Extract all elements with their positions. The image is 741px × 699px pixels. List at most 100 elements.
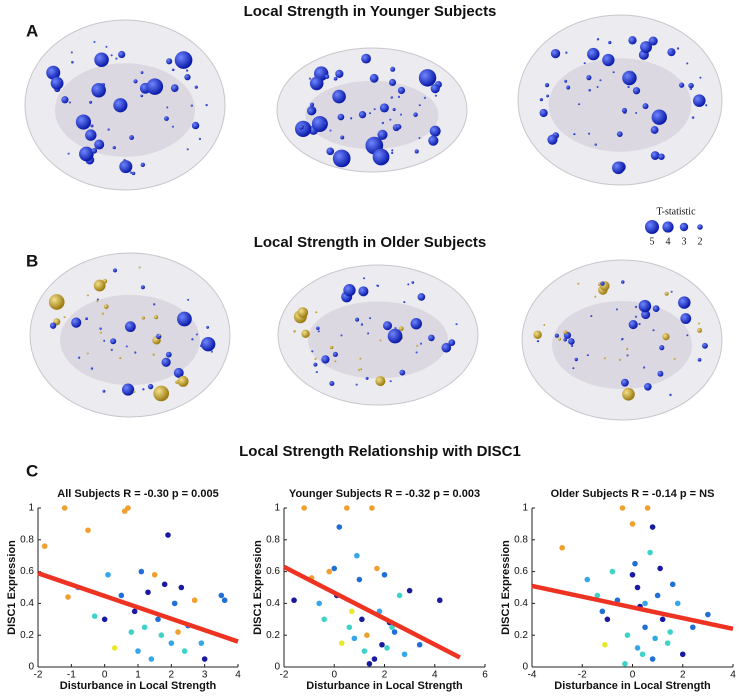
brain-node	[103, 304, 109, 309]
fit-line	[531, 583, 734, 632]
brain-node	[173, 367, 184, 378]
brain-node	[340, 334, 343, 337]
brain-node	[332, 149, 351, 168]
brain-node	[566, 85, 571, 90]
brain-node	[389, 118, 392, 121]
brain-node	[379, 103, 389, 113]
brain-renders	[24, 14, 723, 421]
y-tick-label: 0.2	[20, 630, 34, 641]
brain-node	[67, 152, 70, 155]
point	[599, 608, 606, 615]
brain-node	[85, 129, 97, 141]
panel-title: Local Strength Relationship with DISC1	[239, 443, 521, 460]
brain-node	[186, 148, 189, 151]
point	[652, 635, 658, 642]
brain-node	[383, 321, 393, 331]
brain-node	[337, 113, 345, 121]
brain-node	[418, 104, 421, 107]
brain-node	[85, 317, 88, 321]
legend-title: T-statistic	[656, 206, 696, 217]
brain-node	[94, 52, 109, 68]
point	[131, 608, 138, 615]
brain-node	[612, 71, 615, 74]
brain-node	[102, 389, 106, 393]
point	[602, 641, 608, 648]
point	[361, 648, 368, 654]
brain-node	[430, 84, 440, 94]
point	[155, 616, 161, 623]
brain-node	[697, 327, 703, 333]
brain-node	[586, 75, 592, 81]
brain-node	[679, 82, 685, 88]
brain-node	[390, 151, 394, 155]
brain-node	[628, 319, 638, 330]
brain-node	[99, 327, 102, 330]
brain-node	[68, 101, 71, 104]
point	[141, 624, 148, 631]
brain-node	[146, 78, 164, 95]
brain-node	[692, 94, 706, 107]
point	[679, 651, 686, 658]
brain-node	[688, 82, 694, 89]
brain-node	[403, 301, 406, 304]
brain-node	[113, 98, 128, 113]
brain-node	[166, 58, 173, 65]
legend-sphere	[679, 222, 689, 232]
brain-node	[564, 79, 568, 83]
brain-node	[107, 128, 110, 131]
chart-title: Older Subjects R = -0.14 p = NS	[551, 488, 715, 500]
brain-node	[94, 139, 105, 150]
brain-node	[669, 393, 672, 397]
point	[639, 651, 646, 658]
point	[118, 592, 125, 599]
brain-node	[676, 47, 680, 50]
brain-node	[539, 98, 543, 102]
point	[632, 560, 638, 567]
brain-node	[340, 135, 345, 140]
brain-node	[129, 171, 133, 174]
y-axis-label: DISC1 Expression	[6, 540, 18, 635]
brain-node	[367, 332, 370, 335]
brain-node	[650, 126, 659, 134]
brain-node	[415, 351, 418, 354]
brain-node	[357, 368, 360, 371]
point	[326, 568, 333, 575]
y-tick-label: 0.2	[514, 630, 528, 641]
brain-node	[105, 45, 108, 48]
point	[649, 524, 656, 530]
brain-node	[632, 87, 641, 95]
brain-node	[335, 69, 344, 78]
brain-node	[308, 77, 312, 80]
point	[168, 640, 175, 646]
brain-node	[358, 110, 367, 119]
brain-node	[423, 96, 426, 99]
x-tick-label: -2	[578, 670, 587, 681]
brain-node	[657, 370, 664, 377]
brain-node	[389, 380, 392, 383]
brain-node	[543, 323, 546, 326]
brain-node	[643, 366, 646, 369]
legend-sphere	[645, 220, 659, 234]
brain-node	[638, 299, 652, 313]
brain-inner	[552, 301, 692, 389]
brain-node	[133, 390, 136, 393]
brain-node	[642, 103, 649, 110]
chart-title: Younger Subjects R = -0.32 p = 0.003	[289, 488, 480, 500]
point	[664, 640, 671, 646]
point	[101, 616, 108, 623]
brain-node	[138, 266, 141, 269]
brain-node	[112, 268, 118, 273]
brain-node	[350, 117, 353, 120]
brain-node	[309, 76, 324, 91]
point	[191, 597, 198, 604]
brain-node	[93, 40, 96, 43]
brain-node	[600, 281, 605, 286]
brain-node	[166, 106, 169, 109]
brain-node	[699, 76, 702, 79]
brain-node	[372, 148, 390, 166]
x-tick-label: 4	[432, 670, 438, 681]
fit-line	[282, 564, 461, 660]
brain-node	[153, 303, 156, 306]
brain-node	[140, 162, 146, 168]
brain-node	[691, 116, 695, 119]
